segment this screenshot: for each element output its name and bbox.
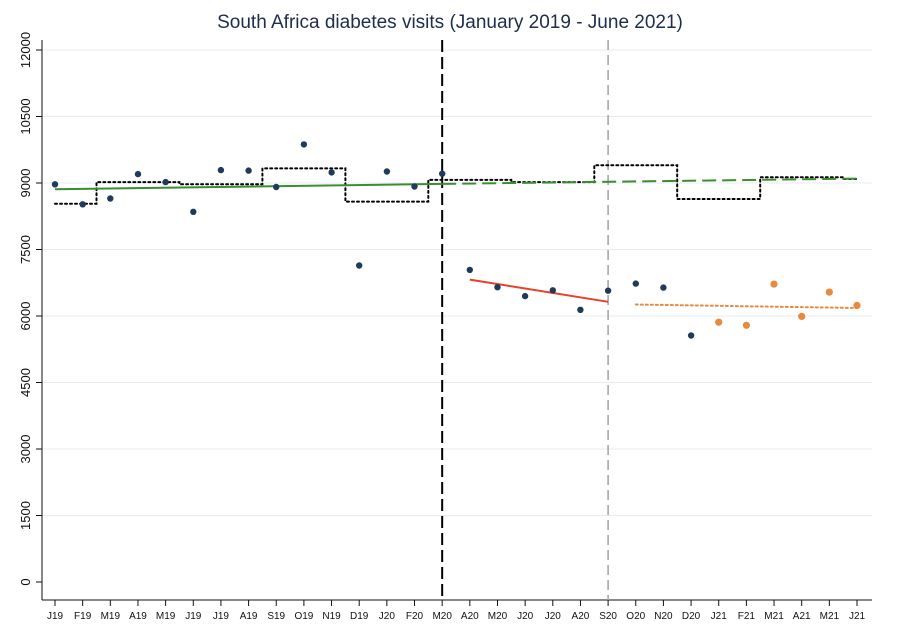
- y-tick-label: 9000: [18, 169, 33, 198]
- x-tick-label: S19: [267, 611, 285, 622]
- x-tick-label: J21: [849, 611, 866, 622]
- x-tick-label: M21: [764, 611, 784, 622]
- y-tick-label: 1500: [18, 501, 33, 530]
- x-tick-label: J20: [517, 611, 534, 622]
- y-tick-label: 6000: [18, 302, 33, 331]
- x-tick-label: F21: [738, 611, 756, 622]
- data-point: [356, 262, 363, 269]
- x-tick-label: A20: [572, 611, 590, 622]
- data-point: [245, 167, 252, 174]
- y-tick-label: 0: [18, 578, 33, 585]
- data-point: [134, 170, 142, 178]
- data-point: [521, 292, 529, 300]
- data-point: [632, 280, 639, 287]
- data-point-2021: [825, 288, 833, 296]
- data-point: [300, 141, 308, 148]
- x-tick-label: N20: [654, 611, 673, 622]
- data-point: [79, 201, 86, 208]
- x-tick-label: O19: [294, 611, 313, 622]
- x-tick-label: M20: [432, 611, 452, 622]
- data-point-2021: [770, 280, 778, 288]
- data-point: [273, 183, 280, 191]
- post-lockdown-trend-line: [634, 303, 858, 309]
- points-layer: [51, 141, 861, 339]
- x-tick-label: S20: [599, 611, 617, 622]
- projected-trend-line: [442, 177, 858, 185]
- data-point: [107, 195, 114, 202]
- x-tick-label: N19: [322, 611, 341, 622]
- x-tick-label: J19: [213, 611, 230, 622]
- x-tick-label: D20: [682, 611, 701, 622]
- data-point: [51, 181, 59, 188]
- seasonal-expected-line: [54, 164, 858, 205]
- x-tick-label: J19: [47, 611, 64, 622]
- data-point: [328, 169, 335, 176]
- data-point: [383, 168, 391, 175]
- data-point: [549, 287, 556, 294]
- data-point: [604, 287, 612, 294]
- data-point-2021: [853, 301, 861, 309]
- y-tick-label: 3000: [18, 435, 33, 464]
- series-layer: [54, 164, 858, 309]
- data-point: [494, 284, 501, 291]
- data-point: [577, 306, 584, 313]
- axes: 0 1500 3000 4500 6000 7500 9000 10500 12000 J19 F1…: [18, 32, 872, 622]
- x-tick-label: O20: [626, 611, 645, 622]
- data-point-2021: [798, 312, 806, 320]
- x-tick-label: M19: [101, 611, 121, 622]
- x-tick-label: A21: [793, 611, 811, 622]
- x-tick-label: J19: [185, 611, 202, 622]
- y-tick-label: 4500: [18, 368, 33, 397]
- x-tick-label: M19: [156, 611, 176, 622]
- y-tick-label: 12000: [18, 32, 33, 68]
- data-point: [660, 284, 667, 291]
- lockdown-trend-line: [469, 278, 609, 303]
- data-point-2021: [715, 318, 723, 326]
- x-tick-label: F19: [74, 611, 92, 622]
- data-point: [162, 178, 169, 186]
- x-tick-label: A20: [461, 611, 479, 622]
- chart-title: South Africa diabetes visits (January 20…: [217, 12, 683, 33]
- x-tick-label: M21: [820, 611, 840, 622]
- x-tick-label: M20: [488, 611, 508, 622]
- y-tick-label: 7500: [18, 235, 33, 264]
- x-tick-label: J21: [711, 611, 728, 622]
- y-tick-label: 10500: [18, 98, 33, 134]
- x-tick-label: D19: [350, 611, 369, 622]
- x-tick-label: J20: [545, 611, 562, 622]
- x-tick-label: A19: [240, 611, 258, 622]
- x-tick-label: A19: [129, 611, 147, 622]
- pre-period-trend-line: [54, 182, 443, 191]
- data-point: [687, 332, 695, 339]
- data-point: [439, 170, 446, 177]
- x-tick-label: F20: [406, 611, 424, 622]
- data-point: [217, 166, 225, 174]
- data-point-2021: [742, 321, 751, 329]
- data-point: [411, 183, 418, 190]
- gridlines: [42, 49, 872, 516]
- x-tick-label: J20: [379, 611, 396, 622]
- data-point: [466, 266, 473, 274]
- event-lines: [441, 40, 609, 600]
- data-point: [190, 208, 197, 215]
